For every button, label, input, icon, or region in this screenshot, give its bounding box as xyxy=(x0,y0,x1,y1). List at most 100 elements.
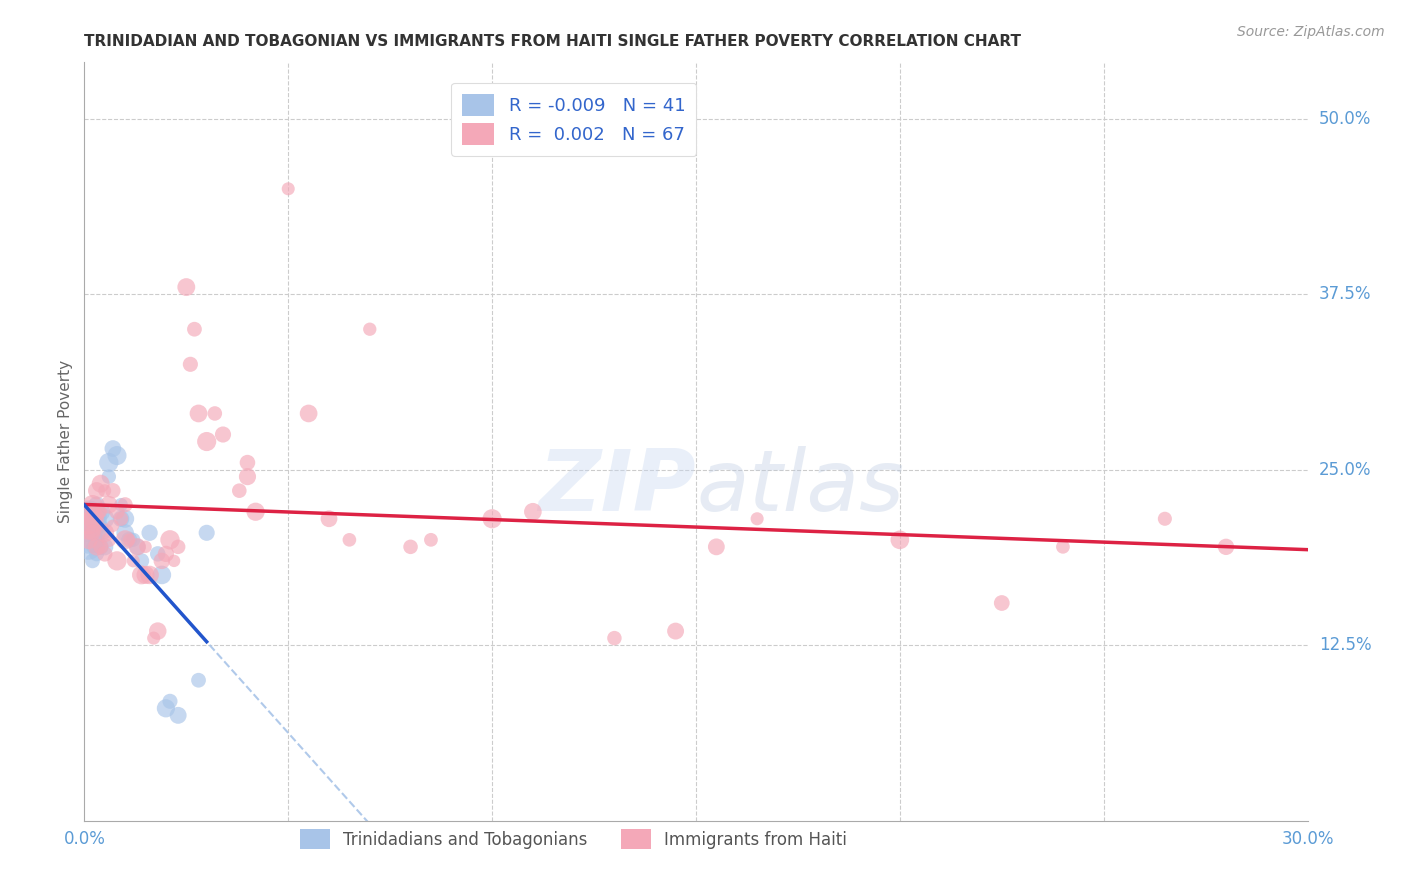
Point xyxy=(150,568,173,582)
Point xyxy=(131,568,153,582)
Point xyxy=(665,624,688,639)
Point xyxy=(105,449,128,463)
Point xyxy=(195,434,218,449)
Point xyxy=(1215,540,1237,554)
Point xyxy=(82,525,104,540)
Point xyxy=(318,512,340,526)
Text: ZIP: ZIP xyxy=(538,445,696,529)
Point xyxy=(991,596,1014,610)
Point xyxy=(138,568,160,582)
Point xyxy=(212,427,235,442)
Text: Source: ZipAtlas.com: Source: ZipAtlas.com xyxy=(1237,25,1385,39)
Point xyxy=(122,554,145,568)
Point xyxy=(889,533,911,547)
Point xyxy=(82,512,104,526)
Point xyxy=(86,547,108,561)
Point xyxy=(277,182,299,196)
Text: 12.5%: 12.5% xyxy=(1319,636,1371,654)
Point xyxy=(142,631,165,645)
Point xyxy=(1052,540,1074,554)
Point xyxy=(183,322,205,336)
Point xyxy=(167,540,190,554)
Point xyxy=(93,483,115,498)
Point xyxy=(101,442,124,456)
Point xyxy=(101,518,124,533)
Point xyxy=(97,498,120,512)
Point xyxy=(179,357,201,371)
Point xyxy=(118,533,141,547)
Point xyxy=(155,701,177,715)
Point xyxy=(135,540,157,554)
Point xyxy=(187,407,209,421)
Point xyxy=(131,554,153,568)
Point xyxy=(77,518,100,533)
Point xyxy=(195,525,218,540)
Point xyxy=(110,512,132,526)
Point xyxy=(93,525,115,540)
Point xyxy=(187,673,209,688)
Point xyxy=(204,407,226,421)
Point xyxy=(110,512,132,526)
Point xyxy=(146,624,169,639)
Point xyxy=(747,512,769,526)
Point xyxy=(86,505,108,519)
Point xyxy=(101,483,124,498)
Point xyxy=(86,540,108,554)
Point xyxy=(110,498,132,512)
Point xyxy=(298,407,321,421)
Point xyxy=(339,533,361,547)
Point xyxy=(228,483,250,498)
Point xyxy=(93,525,115,540)
Point xyxy=(86,498,108,512)
Text: 25.0%: 25.0% xyxy=(1319,460,1371,479)
Point xyxy=(105,505,128,519)
Point xyxy=(93,547,115,561)
Point xyxy=(138,525,160,540)
Point xyxy=(86,512,108,526)
Point xyxy=(114,498,136,512)
Point xyxy=(122,533,145,547)
Point xyxy=(167,708,190,723)
Point xyxy=(163,554,186,568)
Point xyxy=(93,540,115,554)
Point xyxy=(135,568,157,582)
Point xyxy=(77,540,100,554)
Point xyxy=(90,476,112,491)
Text: 50.0%: 50.0% xyxy=(1319,110,1371,128)
Point xyxy=(146,547,169,561)
Point xyxy=(359,322,381,336)
Point xyxy=(127,540,149,554)
Point xyxy=(105,554,128,568)
Point xyxy=(86,540,108,554)
Point xyxy=(82,540,104,554)
Point xyxy=(236,456,259,470)
Point xyxy=(155,547,177,561)
Point xyxy=(1154,512,1177,526)
Text: TRINIDADIAN AND TOBAGONIAN VS IMMIGRANTS FROM HAITI SINGLE FATHER POVERTY CORREL: TRINIDADIAN AND TOBAGONIAN VS IMMIGRANTS… xyxy=(84,34,1021,49)
Point xyxy=(236,469,259,483)
Point xyxy=(82,525,104,540)
Point xyxy=(90,540,112,554)
Point xyxy=(77,533,100,547)
Point xyxy=(97,533,120,547)
Point xyxy=(77,518,100,533)
Point xyxy=(159,694,181,708)
Point xyxy=(174,280,197,294)
Point xyxy=(86,525,108,540)
Point xyxy=(127,540,149,554)
Point xyxy=(399,540,422,554)
Point xyxy=(114,525,136,540)
Point xyxy=(90,540,112,554)
Point xyxy=(77,512,100,526)
Point xyxy=(114,512,136,526)
Point xyxy=(93,512,115,526)
Y-axis label: Single Father Poverty: Single Father Poverty xyxy=(58,360,73,523)
Legend: Trinidadians and Tobagonians, Immigrants from Haiti: Trinidadians and Tobagonians, Immigrants… xyxy=(291,821,856,858)
Point xyxy=(90,505,112,519)
Point xyxy=(118,533,141,547)
Point xyxy=(97,469,120,483)
Point xyxy=(114,533,136,547)
Point xyxy=(90,518,112,533)
Point xyxy=(82,554,104,568)
Text: atlas: atlas xyxy=(696,445,904,529)
